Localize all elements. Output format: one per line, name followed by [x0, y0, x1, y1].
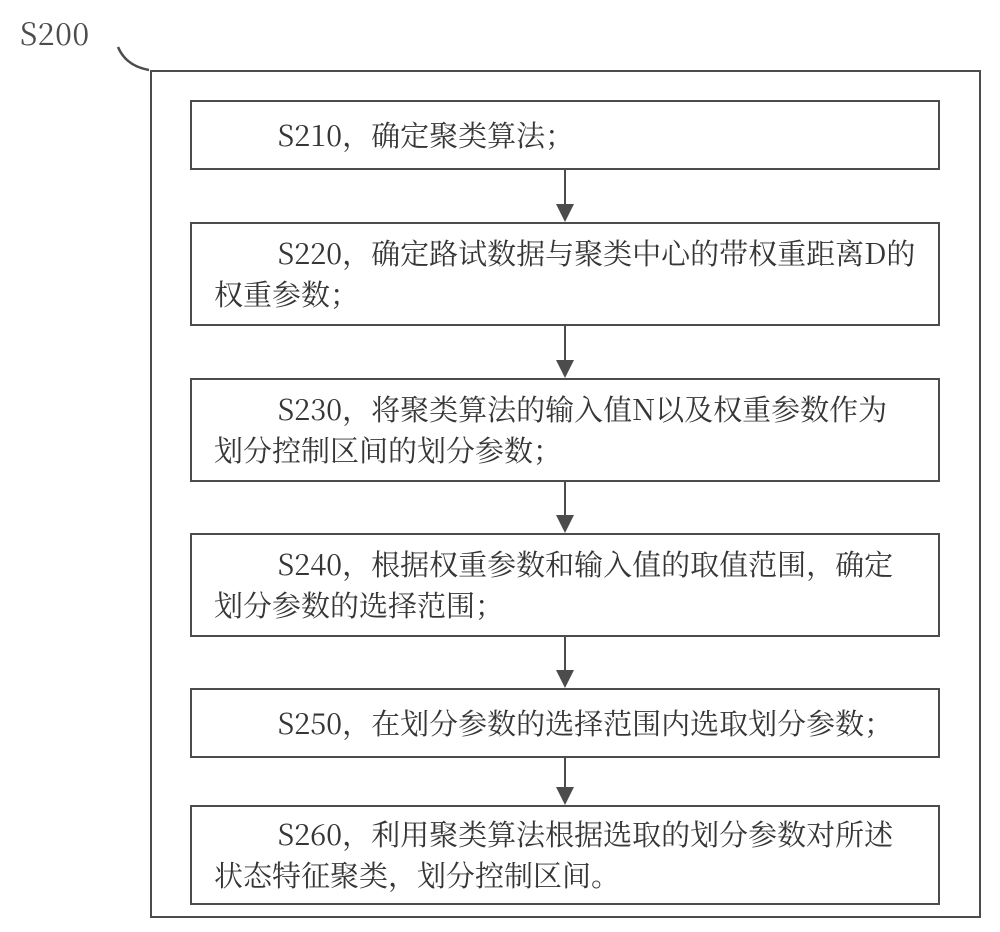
step-s250-text: S250，在划分参数的选择范围内选取划分参数； [214, 703, 916, 744]
step-s210-text: S210，确定聚类算法； [214, 115, 916, 156]
arrow-s250-s260-line [564, 758, 566, 787]
step-s240: S240，根据权重参数和输入值的取值范围，确定划分参数的选择范围； [190, 533, 940, 637]
flowchart-canvas: S200 S210，确定聚类算法； S220，确定路试数据与聚类中心的带权重距离… [0, 0, 1000, 932]
step-s260: S260，利用聚类算法根据选取的划分参数对所述状态特征聚类，划分控制区间。 [190, 805, 940, 905]
step-s220-text: S220，确定路试数据与聚类中心的带权重距离D的权重参数； [214, 233, 916, 314]
arrow-s250-s260-head [556, 787, 574, 805]
step-s210: S210，确定聚类算法； [190, 100, 940, 170]
step-s230-text: S230，将聚类算法的输入值N以及权重参数作为划分控制区间的划分参数； [214, 389, 916, 470]
arrow-s240-s250-head [556, 670, 574, 688]
arrow-s230-s240-head [556, 515, 574, 533]
arrow-s230-s240-line [564, 482, 566, 515]
arrow-s210-s220-line [564, 170, 566, 204]
arrow-s240-s250-line [564, 637, 566, 670]
step-s220: S220，确定路试数据与聚类中心的带权重距离D的权重参数； [190, 222, 940, 326]
step-s240-text: S240，根据权重参数和输入值的取值范围，确定划分参数的选择范围； [214, 544, 916, 625]
step-s230: S230，将聚类算法的输入值N以及权重参数作为划分控制区间的划分参数； [190, 378, 940, 482]
arrow-s210-s220-head [556, 204, 574, 222]
arrow-s220-s230-line [564, 326, 566, 360]
arrow-s220-s230-head [556, 360, 574, 378]
step-s250: S250，在划分参数的选择范围内选取划分参数； [190, 688, 940, 758]
step-s260-text: S260，利用聚类算法根据选取的划分参数对所述状态特征聚类，划分控制区间。 [214, 814, 916, 895]
